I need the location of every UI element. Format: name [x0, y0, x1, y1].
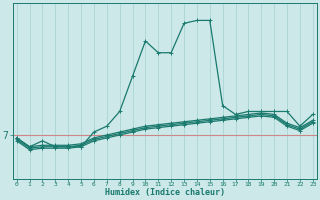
X-axis label: Humidex (Indice chaleur): Humidex (Indice chaleur): [105, 188, 225, 197]
